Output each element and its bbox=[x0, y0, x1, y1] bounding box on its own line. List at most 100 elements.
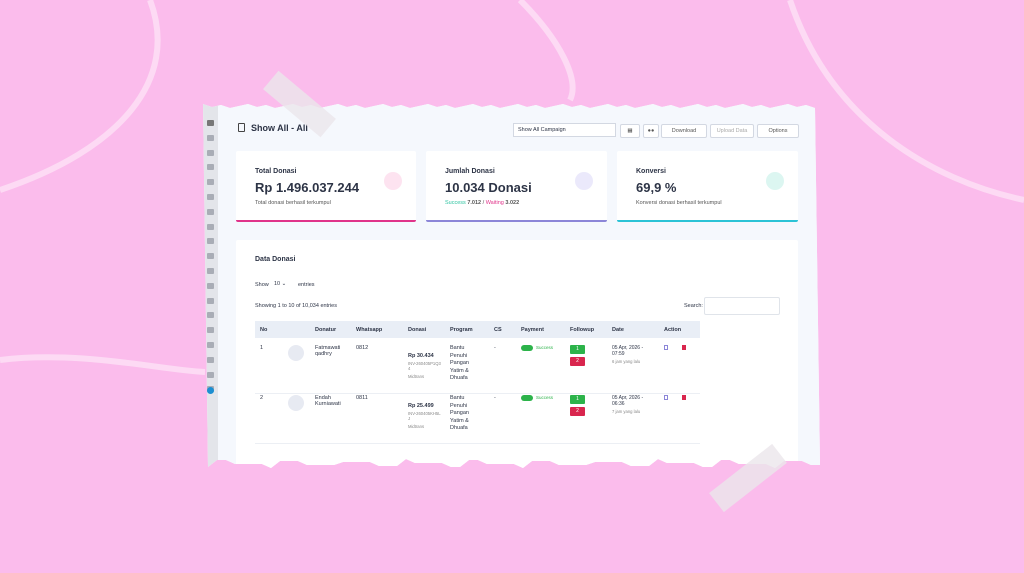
card: Jumlah Donasi 10.034 Donasi Success 7.01… bbox=[426, 151, 607, 222]
column-header: Program bbox=[450, 327, 473, 333]
card-icon bbox=[384, 172, 402, 190]
card-title: Total Donasi bbox=[255, 168, 297, 175]
card-title: Konversi bbox=[636, 168, 666, 175]
table-info: Showing 1 to 10 of 10,034 entries bbox=[255, 303, 337, 309]
sidebar-icon[interactable] bbox=[207, 371, 214, 378]
sidebar-icon[interactable] bbox=[207, 282, 214, 289]
sidebar-icon[interactable] bbox=[207, 268, 214, 274]
followup-wa[interactable]: 1 bbox=[570, 345, 585, 354]
sidebar-icon[interactable] bbox=[207, 297, 214, 304]
cell-donatur: Endah Kurniawati bbox=[315, 395, 341, 407]
campaign-select[interactable]: Show All Campaign bbox=[513, 123, 616, 137]
length-prefix: Show bbox=[255, 282, 269, 288]
cell-date: 05 Apr, 2026 - 06:36 bbox=[612, 395, 644, 407]
search-label: Search: bbox=[684, 303, 703, 309]
cell-invoice: INV-260405KH5LJ bbox=[408, 411, 441, 421]
sidebar-icon[interactable] bbox=[207, 179, 214, 186]
calendar-button[interactable]: ▦ bbox=[620, 124, 640, 138]
sidebar-icon[interactable] bbox=[207, 208, 214, 215]
sidebar-icon[interactable] bbox=[207, 194, 214, 200]
column-header: Donasi bbox=[408, 327, 427, 333]
edit-action[interactable] bbox=[664, 395, 668, 400]
row-divider bbox=[255, 393, 700, 394]
column-header: Followup bbox=[570, 327, 595, 333]
payment-toggle[interactable] bbox=[521, 395, 533, 401]
section-title: Data Donasi bbox=[255, 256, 296, 263]
cell-method: Midtrans bbox=[408, 374, 425, 379]
cell-no: 2 bbox=[260, 395, 264, 401]
waiting-label: Waiting bbox=[485, 200, 504, 206]
page-title: Show All - All bbox=[251, 123, 308, 133]
sidebar-icon[interactable] bbox=[207, 356, 214, 363]
payment-toggle[interactable] bbox=[521, 345, 533, 351]
sidebar-icon[interactable] bbox=[207, 327, 214, 334]
sidebar-icon[interactable] bbox=[207, 134, 214, 141]
column-header: Payment bbox=[521, 327, 544, 333]
followup-wa[interactable]: 1 bbox=[570, 395, 585, 404]
edit-action[interactable] bbox=[664, 345, 668, 350]
row-divider bbox=[255, 443, 700, 444]
followup-sms[interactable]: 2 bbox=[570, 357, 585, 366]
table-header bbox=[255, 321, 700, 338]
column-header: Date bbox=[612, 327, 624, 333]
cell-no: 1 bbox=[260, 345, 264, 351]
card: Konversi 69,9 % Konversi donasi berhasil… bbox=[617, 151, 798, 222]
cell-whatsapp: 0811 bbox=[356, 395, 368, 401]
cell-ago: 6 jam yang lalu bbox=[612, 359, 641, 364]
sidebar-icon[interactable] bbox=[207, 387, 214, 394]
cell-date: 05 Apr, 2026 - 07:59 bbox=[612, 345, 644, 357]
avatar bbox=[288, 395, 304, 411]
separator: / bbox=[482, 200, 485, 206]
sidebar-icon[interactable] bbox=[207, 238, 214, 245]
card-value: Rp 1.496.037.244 bbox=[255, 180, 360, 195]
cell-invoice: INV-260405P1Q34 bbox=[408, 361, 441, 371]
card-value: 69,9 % bbox=[636, 180, 677, 195]
card-icon bbox=[575, 172, 593, 190]
delete-action[interactable] bbox=[682, 395, 686, 400]
upload-button[interactable]: Upload Data bbox=[710, 124, 754, 138]
card-caption: Total donasi berhasil terkumpul bbox=[255, 200, 331, 206]
title-icon bbox=[238, 123, 245, 132]
search-input[interactable] bbox=[704, 297, 780, 315]
cell-cs: - bbox=[494, 345, 496, 351]
card-value: 10.034 Donasi bbox=[445, 180, 532, 195]
sidebar-icon[interactable] bbox=[207, 164, 214, 171]
success-count: 7.012 bbox=[467, 200, 482, 206]
cell-cs: - bbox=[494, 395, 496, 401]
avatar bbox=[288, 345, 304, 361]
cell-program: Bantu Penuhi Pangan Yatim & Dhuafa bbox=[450, 345, 469, 381]
length-select[interactable]: 10 ⌄ bbox=[274, 281, 287, 287]
sidebar-icon[interactable] bbox=[207, 223, 214, 230]
options-button[interactable]: Options bbox=[757, 124, 799, 138]
sidebar-icon[interactable] bbox=[207, 342, 214, 348]
length-suffix: entries bbox=[298, 282, 315, 288]
users-button[interactable]: ●● bbox=[643, 124, 659, 138]
delete-action[interactable] bbox=[682, 345, 686, 350]
card-caption: Success 7.012 / Waiting 3.022 bbox=[445, 200, 519, 206]
card: Total Donasi Rp 1.496.037.244 Total dona… bbox=[236, 151, 416, 222]
sidebar-icon[interactable] bbox=[207, 312, 214, 319]
column-header: Whatsapp bbox=[356, 327, 383, 333]
column-header: No bbox=[260, 327, 268, 333]
followup-sms[interactable]: 2 bbox=[570, 407, 585, 416]
column-header: Donatur bbox=[315, 327, 337, 333]
card-icon bbox=[766, 172, 784, 190]
column-header: CS bbox=[494, 327, 502, 333]
sidebar-icon[interactable] bbox=[207, 120, 214, 126]
data-section: Data Donasi Show 10 ⌄ entries Showing 1 … bbox=[236, 240, 798, 468]
content: Show All - All Show All Campaign ▦ ●● Do… bbox=[218, 104, 820, 468]
card-title: Jumlah Donasi bbox=[445, 168, 495, 175]
sidebar-icon[interactable] bbox=[207, 149, 214, 156]
cell-amount: Rp 30.434 bbox=[408, 353, 434, 359]
success-label: Success bbox=[445, 200, 466, 206]
card-caption: Konversi donasi berhasil terkumpul bbox=[636, 200, 722, 206]
cell-program: Bantu Penuhi Pangan Yatim & Dhuafa bbox=[450, 395, 469, 431]
waiting-count: 3.022 bbox=[505, 200, 520, 206]
cell-amount: Rp 25.499 bbox=[408, 403, 434, 409]
download-button[interactable]: Download bbox=[661, 124, 707, 138]
cell-donatur: Fatmawati qadhry bbox=[315, 345, 341, 357]
length-value: 10 bbox=[274, 281, 281, 287]
sidebar-icon[interactable] bbox=[207, 253, 214, 260]
